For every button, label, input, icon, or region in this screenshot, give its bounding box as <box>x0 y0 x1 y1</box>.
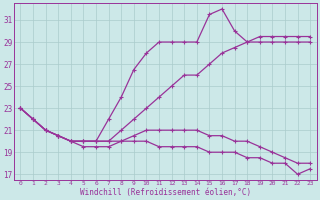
X-axis label: Windchill (Refroidissement éolien,°C): Windchill (Refroidissement éolien,°C) <box>80 188 251 197</box>
